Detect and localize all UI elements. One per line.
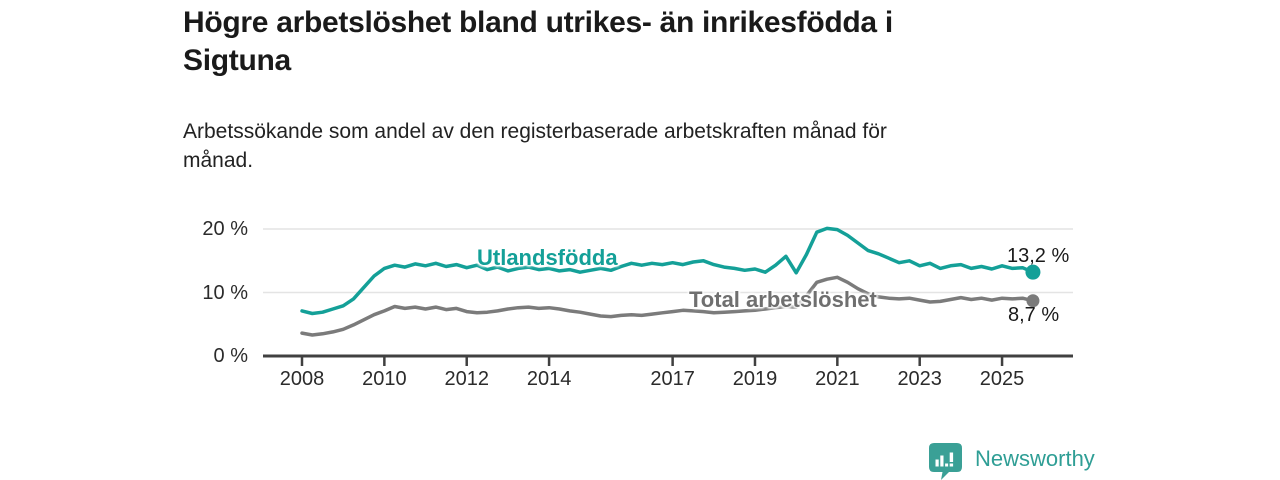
y-axis-label: 20 % <box>202 218 248 240</box>
series-line-0 <box>300 226 1035 316</box>
x-axis-label: 2017 <box>650 368 695 390</box>
chart-subtitle: Arbetssökande som andel av den registerb… <box>183 120 887 172</box>
series-label-utlandsfodda: Utlandsfödda <box>477 245 618 270</box>
page-title: Högre arbetslöshet bland utrikes- än inr… <box>183 6 893 77</box>
x-axis-label: 2010 <box>362 368 407 390</box>
x-axis-label: 2014 <box>526 368 572 390</box>
bar-chart-speech-bubble-icon <box>929 443 962 480</box>
series-label-total-arbetsloshet: Total arbetslöshet <box>689 287 877 312</box>
series-end-dot-0 <box>1025 264 1041 280</box>
y-axis-label: 10 % <box>202 281 248 304</box>
x-axis-label: 2019 <box>732 368 778 390</box>
newsworthy-brand-link[interactable]: Newsworthy <box>929 443 1095 480</box>
end-value-label-total: 8,7 % <box>1008 304 1060 326</box>
series-end-dot-1 <box>1026 294 1040 308</box>
brand-name: Newsworthy <box>975 446 1095 471</box>
x-axis-label: 2025 <box>979 368 1025 390</box>
x-axis-label: 2008 <box>279 368 325 390</box>
x-axis-label: 2012 <box>444 368 489 390</box>
end-value-label-utlandsfodda: 13,2 % <box>1007 245 1070 267</box>
x-axis-label: 2021 <box>815 368 860 390</box>
x-axis-label: 2023 <box>897 368 942 390</box>
series-line-1 <box>300 275 1035 337</box>
y-axis-label: 0 % <box>213 345 248 367</box>
